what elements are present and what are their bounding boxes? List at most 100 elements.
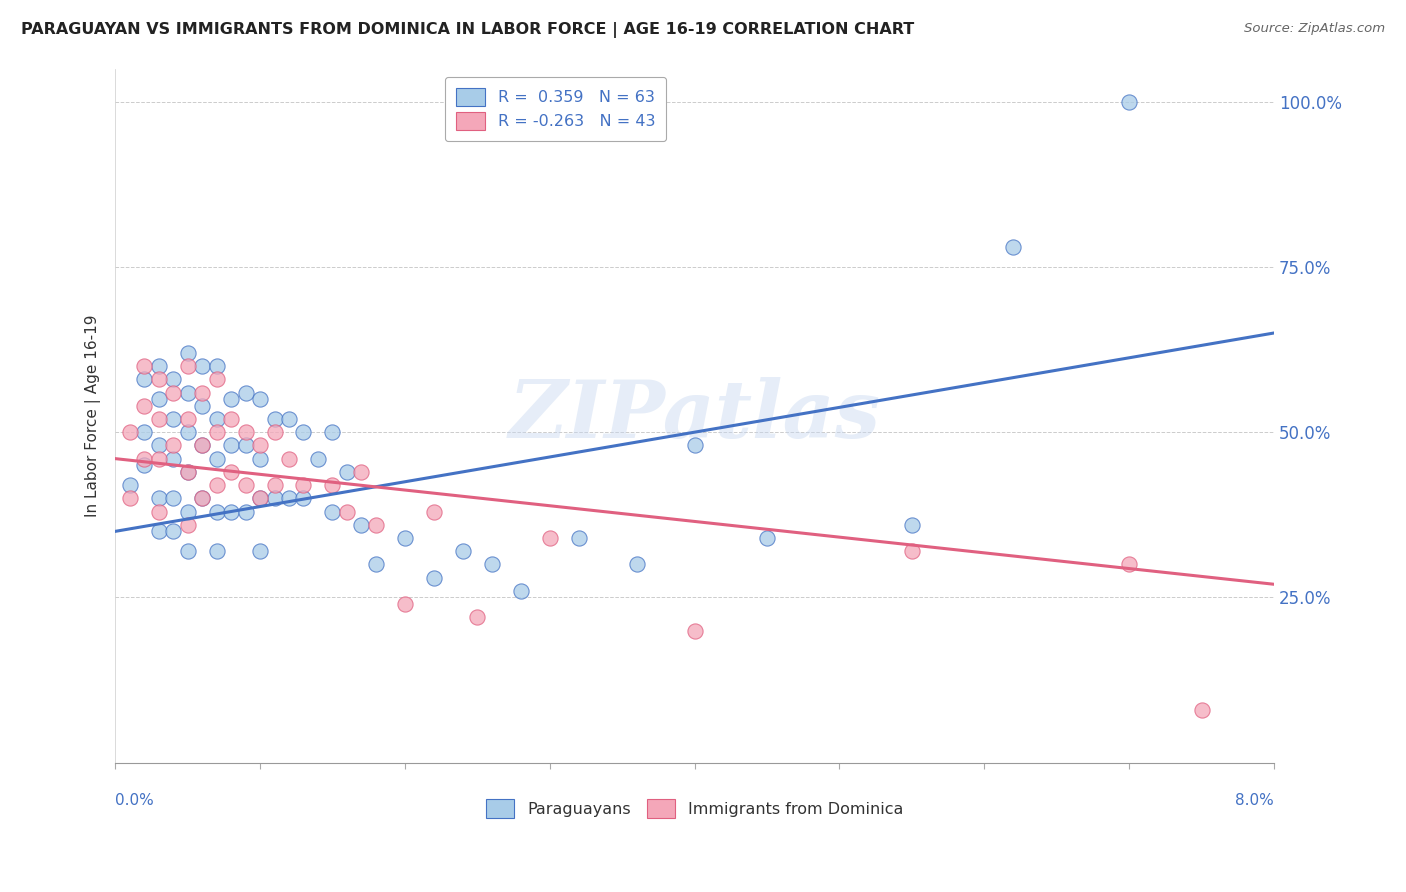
Point [176, 517, 198, 532]
Point [134, 425, 156, 440]
Point [148, 412, 170, 426]
Point [683, 438, 706, 452]
Point [219, 438, 242, 452]
Point [901, 544, 924, 558]
Point [162, 438, 184, 452]
Point [292, 425, 315, 440]
Point [683, 624, 706, 638]
Point [191, 438, 214, 452]
Point [235, 385, 257, 400]
Point [191, 385, 214, 400]
Point [364, 517, 387, 532]
Point [205, 544, 228, 558]
Point [321, 504, 343, 518]
Point [219, 465, 242, 479]
Point [176, 425, 198, 440]
Point [249, 544, 271, 558]
Point [278, 451, 301, 466]
Point [336, 465, 359, 479]
Point [263, 491, 285, 506]
Point [118, 478, 141, 492]
Point [176, 385, 198, 400]
Point [235, 478, 257, 492]
Point [292, 478, 315, 492]
Point [249, 491, 271, 506]
Point [901, 517, 924, 532]
Point [219, 504, 242, 518]
Point [1191, 703, 1213, 717]
Point [134, 359, 156, 373]
Point [148, 372, 170, 386]
Point [162, 385, 184, 400]
Point [191, 359, 214, 373]
Point [148, 504, 170, 518]
Point [176, 465, 198, 479]
Text: PARAGUAYAN VS IMMIGRANTS FROM DOMINICA IN LABOR FORCE | AGE 16-19 CORRELATION CH: PARAGUAYAN VS IMMIGRANTS FROM DOMINICA I… [21, 22, 914, 38]
Point [162, 524, 184, 539]
Point [176, 504, 198, 518]
Point [1118, 95, 1140, 109]
Point [451, 544, 474, 558]
Point [249, 438, 271, 452]
Point [205, 425, 228, 440]
Text: ZIPatlas: ZIPatlas [509, 377, 880, 454]
Text: Source: ZipAtlas.com: Source: ZipAtlas.com [1244, 22, 1385, 36]
Point [350, 517, 373, 532]
Point [205, 412, 228, 426]
Legend: Paraguayans, Immigrants from Dominica: Paraguayans, Immigrants from Dominica [479, 793, 910, 824]
Point [148, 359, 170, 373]
Point [364, 558, 387, 572]
Point [118, 425, 141, 440]
Point [176, 544, 198, 558]
Point [292, 491, 315, 506]
Point [1118, 558, 1140, 572]
Point [249, 392, 271, 406]
Point [162, 451, 184, 466]
Point [263, 478, 285, 492]
Point [423, 571, 446, 585]
Point [148, 451, 170, 466]
Point [148, 524, 170, 539]
Point [162, 491, 184, 506]
Point [321, 425, 343, 440]
Point [626, 558, 648, 572]
Point [756, 531, 779, 545]
Text: 8.0%: 8.0% [1236, 793, 1274, 808]
Point [205, 451, 228, 466]
Point [134, 458, 156, 473]
Point [148, 438, 170, 452]
Point [134, 372, 156, 386]
Point [176, 359, 198, 373]
Point [219, 392, 242, 406]
Point [205, 359, 228, 373]
Point [321, 478, 343, 492]
Point [148, 491, 170, 506]
Point [509, 583, 531, 598]
Text: 0.0%: 0.0% [115, 793, 153, 808]
Point [176, 465, 198, 479]
Point [134, 399, 156, 413]
Point [191, 438, 214, 452]
Point [176, 346, 198, 360]
Point [162, 412, 184, 426]
Point [249, 491, 271, 506]
Point [191, 491, 214, 506]
Point [307, 451, 329, 466]
Point [568, 531, 591, 545]
Point [336, 504, 359, 518]
Point [394, 531, 416, 545]
Point [176, 412, 198, 426]
Point [235, 504, 257, 518]
Point [235, 438, 257, 452]
Point [249, 451, 271, 466]
Point [394, 597, 416, 611]
Point [205, 478, 228, 492]
Point [162, 372, 184, 386]
Point [205, 372, 228, 386]
Point [205, 504, 228, 518]
Point [191, 399, 214, 413]
Point [481, 558, 503, 572]
Point [278, 412, 301, 426]
Point [235, 425, 257, 440]
Point [350, 465, 373, 479]
